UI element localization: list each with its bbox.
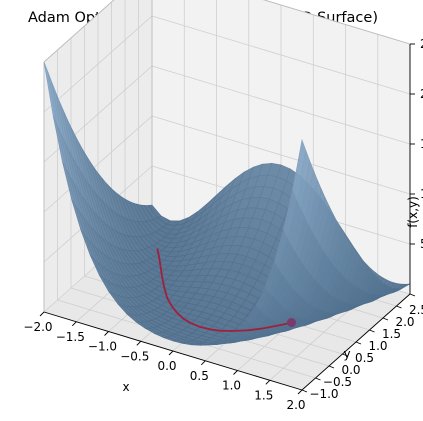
x-tick-label: 1.0 <box>222 379 241 393</box>
x-tick-mark <box>233 370 238 375</box>
x-tick-mark <box>136 340 142 346</box>
tick-labels: −2.0−1.5−1.0−0.50.00.51.01.52.0−1.0−0.50… <box>23 37 423 412</box>
gridline-z-back <box>151 15 411 95</box>
x-tick-label: 0.5 <box>190 369 209 383</box>
y-tick-label: 0.0 <box>341 363 360 377</box>
y-tick-mark <box>342 353 348 357</box>
x-tick-label: 0.0 <box>157 359 176 373</box>
gridline-z-left <box>43 115 153 213</box>
x-tick-mark <box>200 360 206 366</box>
adam-path <box>156 248 292 332</box>
z-tick-label: 1500 <box>420 137 423 151</box>
y-tick-mark <box>301 389 308 393</box>
x-tick-label: −2.0 <box>23 320 52 334</box>
z-tick-label: 2000 <box>420 87 423 101</box>
y-tick-label: −1.0 <box>309 387 338 401</box>
y-tick-mark <box>355 341 362 345</box>
x-tick-mark <box>71 321 77 327</box>
y-tick-mark <box>315 377 321 381</box>
gridline-z-back <box>151 65 411 145</box>
x-tick-mark <box>39 311 45 317</box>
x-axis-label: x <box>122 380 129 394</box>
x-tick-label: 2.0 <box>286 398 305 412</box>
y-tick-mark <box>396 305 402 309</box>
z-tick-label: 2500 <box>420 37 423 51</box>
z-tick-label: 500 <box>420 237 423 251</box>
z-tick-label: 1000 <box>420 187 423 201</box>
surface-facet <box>292 138 307 200</box>
y-tick-label: 1.0 <box>368 339 387 353</box>
y-axis-label: y <box>343 347 350 361</box>
y-tick-label: 1.5 <box>382 327 401 341</box>
x-tick-label: −0.5 <box>120 349 149 363</box>
x-tick-label: 1.5 <box>254 388 273 402</box>
y-tick-mark <box>382 317 389 321</box>
y-tick-mark <box>409 293 416 297</box>
y-tick-mark <box>369 329 375 333</box>
x-tick-mark <box>104 331 109 336</box>
x-tick-mark <box>265 379 271 385</box>
z-axis-label: f(x,y) <box>406 196 420 228</box>
gridline-z-left <box>43 15 153 113</box>
y-tick-label: 0.5 <box>355 351 374 365</box>
rosenbrock-surface <box>43 61 411 346</box>
x-tick-mark <box>168 350 174 356</box>
y-tick-label: 2.0 <box>395 315 414 329</box>
y-tick-mark <box>328 365 335 369</box>
x-tick-label: −1.5 <box>56 330 85 344</box>
x-tick-label: −1.0 <box>88 340 117 354</box>
gridline-z-back <box>151 115 411 195</box>
minimum-marker <box>287 318 296 327</box>
x-tick-mark <box>297 389 303 395</box>
y-tick-label: 2.5 <box>409 303 423 317</box>
adam-path-group <box>156 248 296 332</box>
pane-edge <box>262 0 411 45</box>
y-tick-label: −0.5 <box>323 375 352 389</box>
pane-edge <box>43 0 115 63</box>
